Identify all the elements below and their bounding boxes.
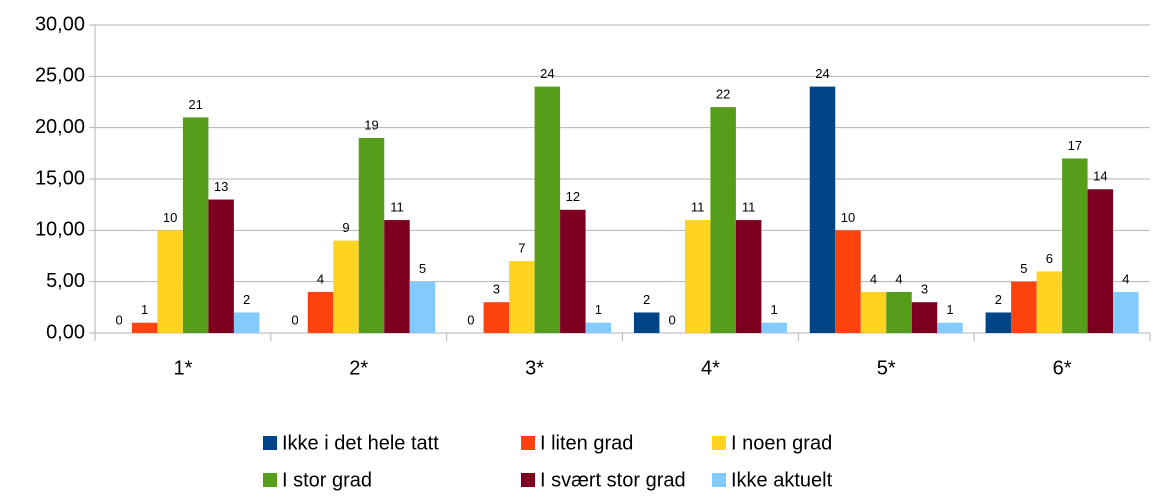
legend-label: I stor grad	[282, 469, 372, 491]
bar	[1087, 189, 1114, 333]
bar	[761, 322, 787, 333]
data-label: 11	[390, 200, 404, 215]
bar	[860, 291, 887, 333]
data-label: 3	[921, 282, 928, 297]
bar	[735, 220, 762, 333]
data-label: 17	[1068, 138, 1082, 153]
data-label: 24	[815, 66, 829, 81]
bar	[1011, 281, 1037, 333]
bar	[384, 220, 410, 333]
bar	[131, 322, 158, 333]
legend-swatch	[263, 473, 277, 487]
legend-swatch	[521, 436, 535, 450]
y-tick-label: 10,00	[35, 219, 85, 241]
data-label: 10	[841, 210, 855, 225]
bar	[937, 322, 963, 333]
y-tick-label: 0,00	[46, 321, 85, 343]
data-label: 4	[317, 271, 324, 286]
data-label: 1	[771, 302, 778, 317]
bar	[409, 281, 436, 333]
data-label: 9	[342, 220, 349, 235]
bar	[560, 209, 586, 333]
data-label: 0	[116, 312, 123, 327]
y-tick-label: 5,00	[46, 270, 85, 292]
legend-label: I noen grad	[731, 432, 832, 454]
data-label: 21	[188, 97, 202, 112]
bar	[809, 86, 836, 333]
x-tick-label: 1*	[173, 357, 192, 379]
data-label: 13	[214, 179, 228, 194]
data-label: 2	[243, 292, 250, 307]
bar	[483, 302, 510, 333]
bar	[1062, 158, 1088, 333]
legend-label: I liten grad	[540, 432, 633, 454]
legend-swatch	[263, 436, 277, 450]
bar	[358, 137, 385, 333]
data-label: 0	[467, 312, 474, 327]
data-label: 11	[691, 200, 705, 215]
data-label: 1	[946, 302, 953, 317]
data-label: 5	[419, 261, 426, 276]
bar	[1113, 291, 1139, 333]
data-label: 4	[895, 271, 902, 286]
data-label: 11	[742, 200, 756, 215]
data-label: 10	[163, 210, 177, 225]
data-label: 3	[493, 282, 500, 297]
x-tick-label: 6*	[1053, 357, 1072, 379]
data-label: 12	[566, 189, 580, 204]
legend-swatch	[712, 436, 726, 450]
data-label: 6	[1046, 251, 1053, 266]
x-tick-label: 2*	[349, 357, 368, 379]
y-tick-label: 30,00	[35, 13, 85, 35]
bar	[307, 291, 334, 333]
data-label: 7	[518, 241, 525, 256]
bar	[886, 291, 912, 333]
bar	[585, 322, 612, 333]
bar	[182, 117, 209, 334]
bar	[710, 107, 736, 333]
legend-label: Ikke aktuelt	[731, 469, 833, 491]
data-label: 1	[595, 302, 602, 317]
bar	[985, 312, 1012, 333]
bar	[633, 312, 660, 333]
x-tick-label: 5*	[877, 357, 896, 379]
data-label: 24	[540, 66, 554, 81]
data-label: 5	[1020, 261, 1027, 276]
y-tick-label: 15,00	[35, 167, 85, 189]
x-tick-label: 4*	[701, 357, 720, 379]
data-label: 2	[995, 292, 1002, 307]
legend-label: Ikke i det hele tatt	[282, 432, 439, 454]
bar	[1036, 271, 1063, 333]
x-tick-label: 3*	[525, 357, 544, 379]
data-label: 0	[669, 312, 676, 327]
bar	[835, 230, 861, 333]
bar	[233, 312, 260, 333]
data-label: 14	[1093, 169, 1107, 184]
bar	[509, 261, 535, 333]
legend-swatch	[712, 473, 726, 487]
bar	[157, 230, 183, 333]
data-label: 22	[716, 87, 730, 102]
legend-label: I svært stor grad	[540, 469, 686, 491]
data-label: 4	[870, 271, 877, 286]
data-label: 2	[643, 292, 650, 307]
data-label: 0	[291, 312, 298, 327]
bar	[333, 240, 359, 333]
legend-swatch	[521, 473, 535, 487]
bar	[911, 302, 938, 333]
data-label: 19	[364, 117, 378, 132]
bar	[208, 199, 234, 333]
bar	[534, 86, 561, 333]
data-label: 1	[141, 302, 148, 317]
bar	[684, 220, 711, 333]
y-tick-label: 20,00	[35, 116, 85, 138]
data-label: 4	[1122, 271, 1129, 286]
y-tick-label: 25,00	[35, 65, 85, 87]
